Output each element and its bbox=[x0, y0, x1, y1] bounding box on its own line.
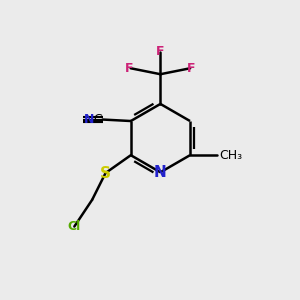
Text: F: F bbox=[125, 62, 134, 75]
Text: S: S bbox=[100, 166, 111, 181]
Text: C: C bbox=[93, 113, 102, 126]
Text: Cl: Cl bbox=[68, 220, 81, 233]
Text: F: F bbox=[156, 45, 165, 58]
Text: N: N bbox=[84, 113, 94, 126]
Text: F: F bbox=[188, 62, 196, 75]
Text: N: N bbox=[154, 165, 167, 180]
Text: CH₃: CH₃ bbox=[219, 149, 242, 162]
